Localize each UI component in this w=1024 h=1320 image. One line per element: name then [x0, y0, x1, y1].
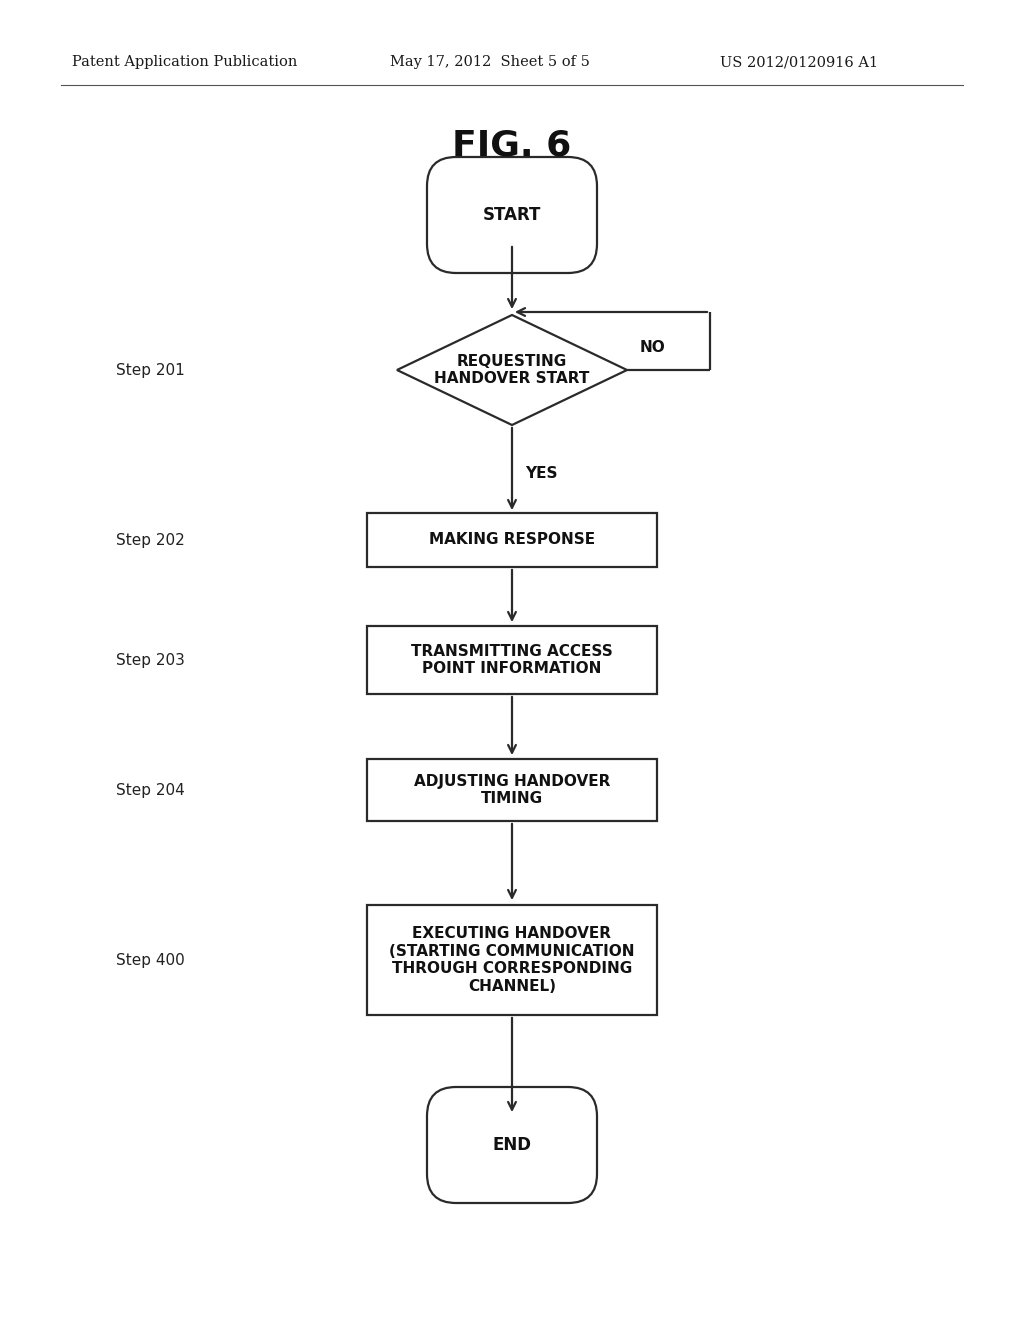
Polygon shape — [397, 315, 627, 425]
Text: FIG. 6: FIG. 6 — [453, 128, 571, 162]
Bar — [367, 513, 657, 568]
Bar — [367, 906, 657, 1015]
Text: Step 202: Step 202 — [117, 532, 185, 548]
Bar — [367, 626, 657, 694]
Text: YES: YES — [525, 466, 557, 480]
Bar — [367, 759, 657, 821]
FancyBboxPatch shape — [427, 157, 597, 273]
Text: NO: NO — [640, 341, 666, 355]
Text: REQUESTING
HANDOVER START: REQUESTING HANDOVER START — [434, 354, 590, 387]
Text: END: END — [493, 1137, 531, 1154]
Text: MAKING RESPONSE: MAKING RESPONSE — [429, 532, 595, 548]
Text: May 17, 2012  Sheet 5 of 5: May 17, 2012 Sheet 5 of 5 — [390, 55, 590, 69]
FancyBboxPatch shape — [427, 1086, 597, 1203]
Text: START: START — [482, 206, 542, 224]
Text: Step 204: Step 204 — [117, 783, 185, 797]
Text: TRANSMITTING ACCESS
POINT INFORMATION: TRANSMITTING ACCESS POINT INFORMATION — [411, 644, 613, 676]
Text: Patent Application Publication: Patent Application Publication — [72, 55, 297, 69]
Text: US 2012/0120916 A1: US 2012/0120916 A1 — [720, 55, 879, 69]
Text: EXECUTING HANDOVER
(STARTING COMMUNICATION
THROUGH CORRESPONDING
CHANNEL): EXECUTING HANDOVER (STARTING COMMUNICATI… — [389, 927, 635, 994]
Text: Step 400: Step 400 — [117, 953, 185, 968]
Text: Step 201: Step 201 — [117, 363, 185, 378]
Text: ADJUSTING HANDOVER
TIMING: ADJUSTING HANDOVER TIMING — [414, 774, 610, 807]
Text: Step 203: Step 203 — [116, 652, 185, 668]
